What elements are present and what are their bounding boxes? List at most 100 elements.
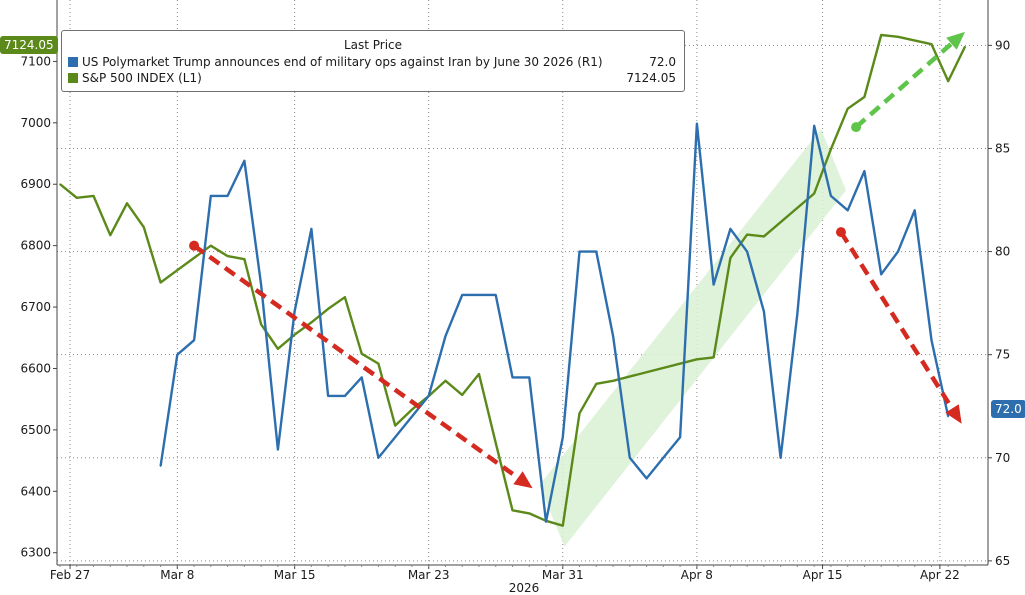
legend-entry-sp500: S&P 500 INDEX (L1) 7124.05	[68, 71, 676, 86]
left-axis-ticks: 6300 6400 6500 6600 6700 6800 6900 7000 7100	[20, 54, 57, 560]
arrow-layer	[189, 31, 965, 489]
data-point-sp500	[947, 80, 950, 82]
x-tick-label: Apr 8	[681, 568, 713, 582]
arrow-head	[946, 31, 965, 50]
data-point-polymarket	[779, 456, 782, 459]
left-tick-label: 7100	[20, 54, 51, 68]
data-point-polymarket	[176, 353, 179, 356]
data-point-polymarket	[913, 209, 916, 212]
x-tick-label: Feb 27	[50, 568, 90, 582]
x-axis-ticks: Feb 27 Mar 8 Mar 15 Mar 23 Mar 31 Apr 8 Apr 15…	[50, 565, 966, 582]
data-point-polymarket	[578, 250, 581, 253]
data-point-sp500	[578, 412, 581, 415]
dashed-arrow-line	[192, 243, 520, 480]
data-point-polymarket	[260, 283, 262, 286]
data-point-sp500	[293, 333, 296, 336]
data-point-sp500	[729, 257, 732, 259]
data-point-polymarket	[528, 376, 531, 379]
legend-title: Last Price	[343, 38, 403, 52]
arrow-head	[945, 404, 962, 424]
right-tick-label: 65	[995, 554, 1010, 568]
data-point-sp500	[528, 512, 531, 515]
data-point-sp500	[260, 323, 262, 326]
data-point-sp500	[360, 352, 363, 355]
data-point-sp500	[193, 257, 195, 259]
dashed-arrow-line	[854, 42, 953, 129]
data-point-polymarket	[226, 195, 229, 197]
x-tick-label: Mar 23	[408, 568, 450, 582]
data-point-polymarket	[863, 170, 866, 172]
data-point-polymarket	[310, 228, 313, 230]
data-point-sp500	[176, 269, 179, 272]
data-point-polymarket	[746, 250, 748, 253]
legend-swatch-polymarket	[68, 57, 78, 67]
data-point-polymarket	[360, 376, 363, 379]
data-point-sp500	[59, 183, 61, 186]
data-point-sp500	[880, 34, 883, 36]
data-point-polymarket	[193, 339, 195, 342]
data-point-polymarket	[729, 228, 732, 230]
data-point-sp500	[394, 424, 396, 427]
left-last-value-tag: 7124.05	[0, 36, 58, 54]
data-point-polymarket	[377, 456, 380, 459]
axes	[56, 0, 989, 566]
x-tick-label: Apr 15	[803, 568, 843, 582]
data-point-sp500	[561, 524, 564, 527]
data-point-polymarket	[612, 335, 614, 337]
data-point-polymarket	[662, 456, 665, 459]
data-point-polymarket	[712, 283, 715, 286]
data-point-sp500	[226, 255, 229, 257]
left-tick-label: 6900	[20, 177, 51, 191]
x-tick-label: Mar 31	[542, 568, 584, 582]
data-point-sp500	[142, 226, 145, 229]
right-tick-label: 85	[995, 141, 1010, 155]
legend-value-polymarket: 72.0	[649, 55, 676, 69]
data-point-sp500	[813, 192, 815, 195]
data-point-sp500	[746, 233, 748, 236]
data-point-sp500	[210, 244, 212, 247]
data-point-polymarket	[813, 124, 815, 127]
legend-swatch-sp500	[68, 73, 78, 83]
data-point-sp500	[830, 148, 832, 151]
left-tick-label: 7000	[20, 116, 51, 130]
left-tick-label: 6500	[20, 423, 51, 437]
data-point-sp500	[243, 258, 246, 260]
right-tick-label: 90	[995, 38, 1010, 52]
right-tick-label: 80	[995, 245, 1010, 259]
data-point-sp500	[75, 196, 78, 199]
series-line-sp500	[59, 33, 967, 527]
data-point-polymarket	[478, 294, 480, 296]
data-point-sp500	[327, 308, 329, 310]
dashed-arrow-line	[839, 230, 954, 410]
series-layer	[59, 33, 967, 527]
data-point-polymarket	[796, 312, 799, 315]
data-point-polymarket	[277, 448, 279, 451]
right-last-value-tag: 72.0	[991, 400, 1025, 418]
left-tick-label: 6700	[20, 300, 51, 314]
legend: Last Price US Polymarket Trump announces…	[61, 30, 685, 92]
right-tick-label: 75	[995, 348, 1010, 362]
data-point-sp500	[344, 296, 346, 299]
data-point-sp500	[897, 36, 899, 38]
data-point-sp500	[696, 358, 698, 361]
data-point-polymarket	[545, 520, 547, 523]
right-tick-label: 70	[995, 451, 1010, 465]
data-point-sp500	[712, 356, 715, 359]
data-point-polymarket	[344, 395, 346, 397]
data-point-polymarket	[846, 209, 849, 212]
data-point-sp500	[930, 43, 933, 46]
data-point-sp500	[763, 235, 765, 238]
x-axis-year-label: 2026	[509, 581, 540, 595]
data-point-polymarket	[830, 195, 832, 197]
data-point-polymarket	[293, 310, 296, 313]
data-point-sp500	[964, 45, 966, 48]
data-point-sp500	[411, 408, 413, 411]
data-point-sp500	[444, 379, 447, 382]
data-point-polymarket	[561, 436, 564, 438]
data-point-polymarket	[461, 294, 464, 296]
data-point-sp500	[277, 348, 279, 350]
data-point-sp500	[126, 202, 128, 205]
data-point-sp500	[478, 373, 480, 375]
data-point-polymarket	[427, 395, 430, 397]
